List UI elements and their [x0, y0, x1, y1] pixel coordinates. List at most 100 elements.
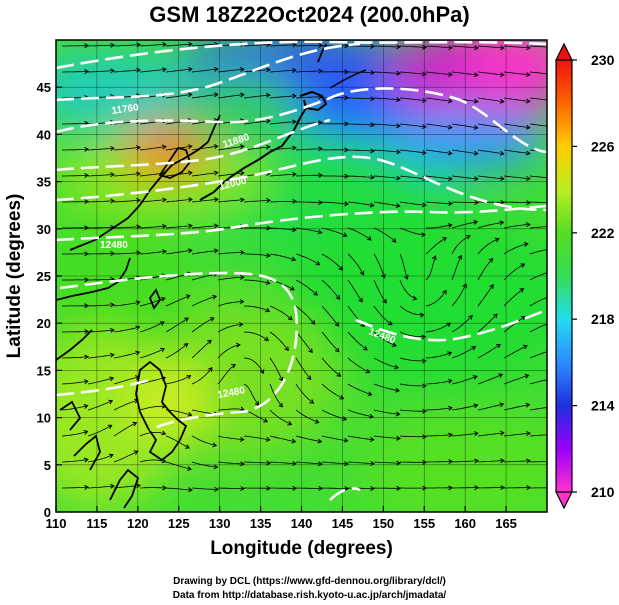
streamline: [269, 121, 296, 125]
streamline: [269, 227, 296, 231]
streamline: [425, 322, 451, 333]
streamline-arrowhead: [525, 72, 531, 78]
streamline-arrowhead: [133, 450, 139, 455]
credit-drawing: Drawing by DCL (https://www.gfd-dennou.o…: [173, 576, 446, 587]
streamline: [295, 435, 322, 443]
colorbar-tick-label: 218: [591, 311, 615, 327]
streamline-arrowhead: [553, 224, 556, 228]
streamline: [165, 68, 192, 73]
streamline-arrowhead: [310, 320, 316, 325]
streamline: [347, 383, 372, 396]
streamline-arrowhead: [494, 237, 500, 243]
streamline-arrowhead: [525, 175, 531, 181]
streamline-arrowhead: [187, 248, 193, 254]
streamline-arrowhead: [358, 297, 363, 303]
streamline: [191, 145, 218, 151]
x-axis-label: Longitude (degrees): [210, 538, 393, 559]
streamline: [321, 331, 340, 352]
streamline: [62, 71, 89, 73]
streamline: [243, 305, 270, 312]
streamline-arrowhead: [474, 45, 479, 51]
streamline: [113, 252, 141, 255]
streamline-arrowhead: [265, 118, 271, 124]
streamline: [399, 357, 426, 362]
streamline-arrowhead: [110, 172, 115, 178]
streamline-arrowhead: [370, 148, 375, 154]
streamline-arrowhead: [213, 92, 219, 98]
streamline-arrowhead: [136, 67, 141, 73]
streamline: [451, 45, 478, 49]
streamline-arrowhead: [396, 435, 401, 441]
streamline: [139, 199, 166, 203]
streamline: [451, 221, 478, 229]
streamline-arrowhead: [391, 342, 397, 347]
y-tick-label: 20: [37, 316, 51, 331]
streamline-arrowhead: [334, 347, 340, 353]
streamline-arrowhead: [136, 483, 141, 489]
streamline: [113, 301, 140, 307]
y-tick-label: 35: [37, 175, 51, 190]
streamline-arrowhead: [231, 364, 237, 369]
streamline-arrowhead: [339, 395, 345, 400]
streamline-arrowhead: [162, 42, 167, 48]
streamline-arrowhead: [240, 486, 245, 492]
streamline: [113, 351, 140, 359]
streamline: [451, 284, 467, 307]
streamline: [87, 454, 114, 463]
streamline-arrowhead: [338, 265, 344, 271]
streamline-arrowhead: [552, 432, 556, 436]
streamline: [87, 304, 115, 307]
streamline-arrowhead: [520, 315, 526, 321]
streamline-arrowhead: [489, 284, 494, 289]
streamline-arrowhead: [317, 438, 323, 444]
streamline: [269, 383, 283, 407]
streamline: [62, 122, 89, 125]
streamline-arrowhead: [499, 220, 505, 226]
streamline-arrowhead: [419, 312, 425, 318]
streamline-arrowhead: [499, 150, 505, 156]
streamline: [451, 71, 478, 76]
streamline-arrowhead: [422, 71, 427, 77]
streamline-arrowhead: [447, 150, 453, 156]
streamline-arrowhead: [136, 171, 141, 177]
colorbar-tick-label: 226: [591, 138, 615, 154]
streamline: [399, 123, 426, 128]
streamline-arrowhead: [110, 198, 115, 204]
streamline-arrowhead: [552, 405, 556, 409]
streamline-arrowhead: [551, 348, 555, 352]
streamline-arrowhead: [344, 201, 349, 207]
streamline-arrowhead: [370, 70, 375, 76]
streamline-arrowhead: [526, 45, 531, 51]
streamline: [191, 93, 218, 99]
streamline-arrowhead: [110, 68, 115, 74]
streamline-arrowhead: [380, 273, 386, 279]
streamline-arrowhead: [473, 403, 479, 409]
streamline: [139, 68, 166, 73]
streamline: [373, 305, 393, 326]
streamline: [321, 253, 343, 271]
streamline: [373, 175, 400, 179]
streamline-arrowhead: [84, 172, 89, 178]
streamline: [477, 45, 504, 49]
streamline: [217, 364, 236, 385]
streamline: [529, 201, 547, 204]
streamline-arrowhead: [447, 176, 453, 182]
temperature-field: 11760 12480 12480 12480 12000 11880: [56, 40, 556, 512]
streamline-arrowhead: [442, 289, 447, 295]
streamline: [503, 460, 530, 463]
streamline: [191, 487, 219, 490]
streamline: [529, 97, 547, 101]
streamline-arrowhead: [396, 175, 401, 181]
streamline-arrowhead: [422, 44, 427, 50]
streamline-arrowhead: [309, 399, 315, 404]
streamline: [399, 279, 417, 300]
streamline: [477, 238, 499, 255]
streamline: [165, 343, 188, 359]
streamline-arrowhead: [421, 97, 427, 103]
streamline-arrowhead: [462, 283, 467, 289]
streamline-arrowhead: [448, 201, 453, 207]
streamline-arrowhead: [266, 197, 271, 204]
streamline: [217, 487, 245, 489]
streamline-arrowhead: [403, 274, 409, 280]
streamline-arrowhead: [287, 315, 293, 321]
